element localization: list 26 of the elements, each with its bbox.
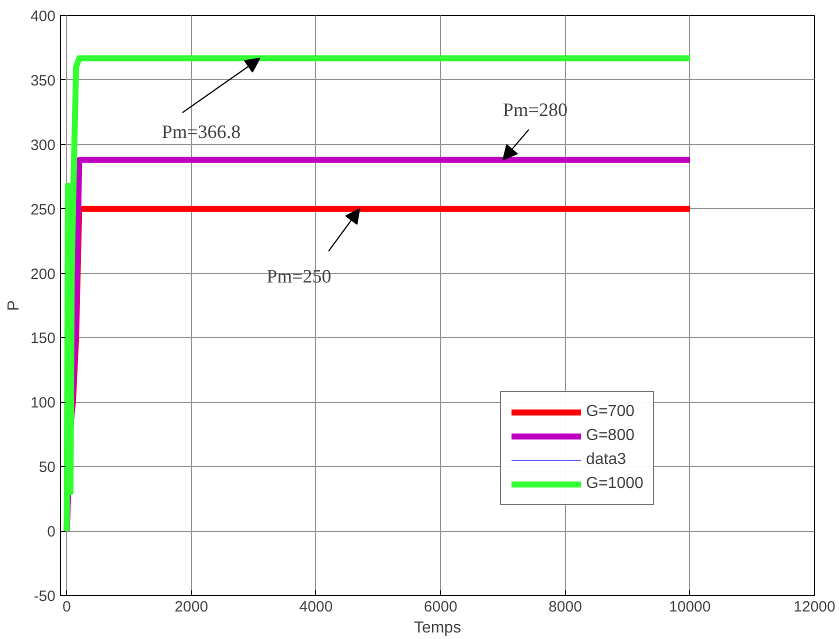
- annotation: Pm=366.8: [162, 122, 241, 143]
- legend-label: G=1000: [586, 475, 644, 493]
- x-tick-label: 6000: [424, 598, 458, 616]
- y-tick-label: 200: [30, 266, 56, 283]
- y-tick-label: 300: [30, 136, 56, 154]
- y-tick-label: 250: [30, 201, 56, 218]
- legend-label: data3: [586, 451, 626, 469]
- x-tick-label: 12000: [794, 598, 836, 616]
- y-tick-label: 100: [30, 394, 56, 412]
- x-tick-label: 8000: [548, 598, 582, 616]
- x-tick-label: 2000: [174, 598, 208, 616]
- y-tick-label: -50: [34, 588, 56, 605]
- y-tick-label: 0: [47, 524, 56, 541]
- y-tick-label: 350: [30, 72, 56, 90]
- x-tick-label: 10000: [669, 598, 711, 616]
- annotation: Pm=250: [266, 266, 332, 288]
- y-tick-label: 400: [30, 8, 56, 25]
- x-tick-label: 4000: [299, 598, 333, 616]
- x-axis-title: Temps: [414, 620, 462, 636]
- legend-label: G=700: [586, 403, 634, 421]
- annotation: Pm=280: [502, 100, 568, 122]
- y-axis-title: P: [5, 300, 22, 311]
- x-tick-label: 0: [62, 598, 71, 616]
- legend-label: G=800: [586, 427, 634, 445]
- y-tick-label: 150: [30, 330, 56, 348]
- y-tick-label: 50: [38, 459, 56, 476]
